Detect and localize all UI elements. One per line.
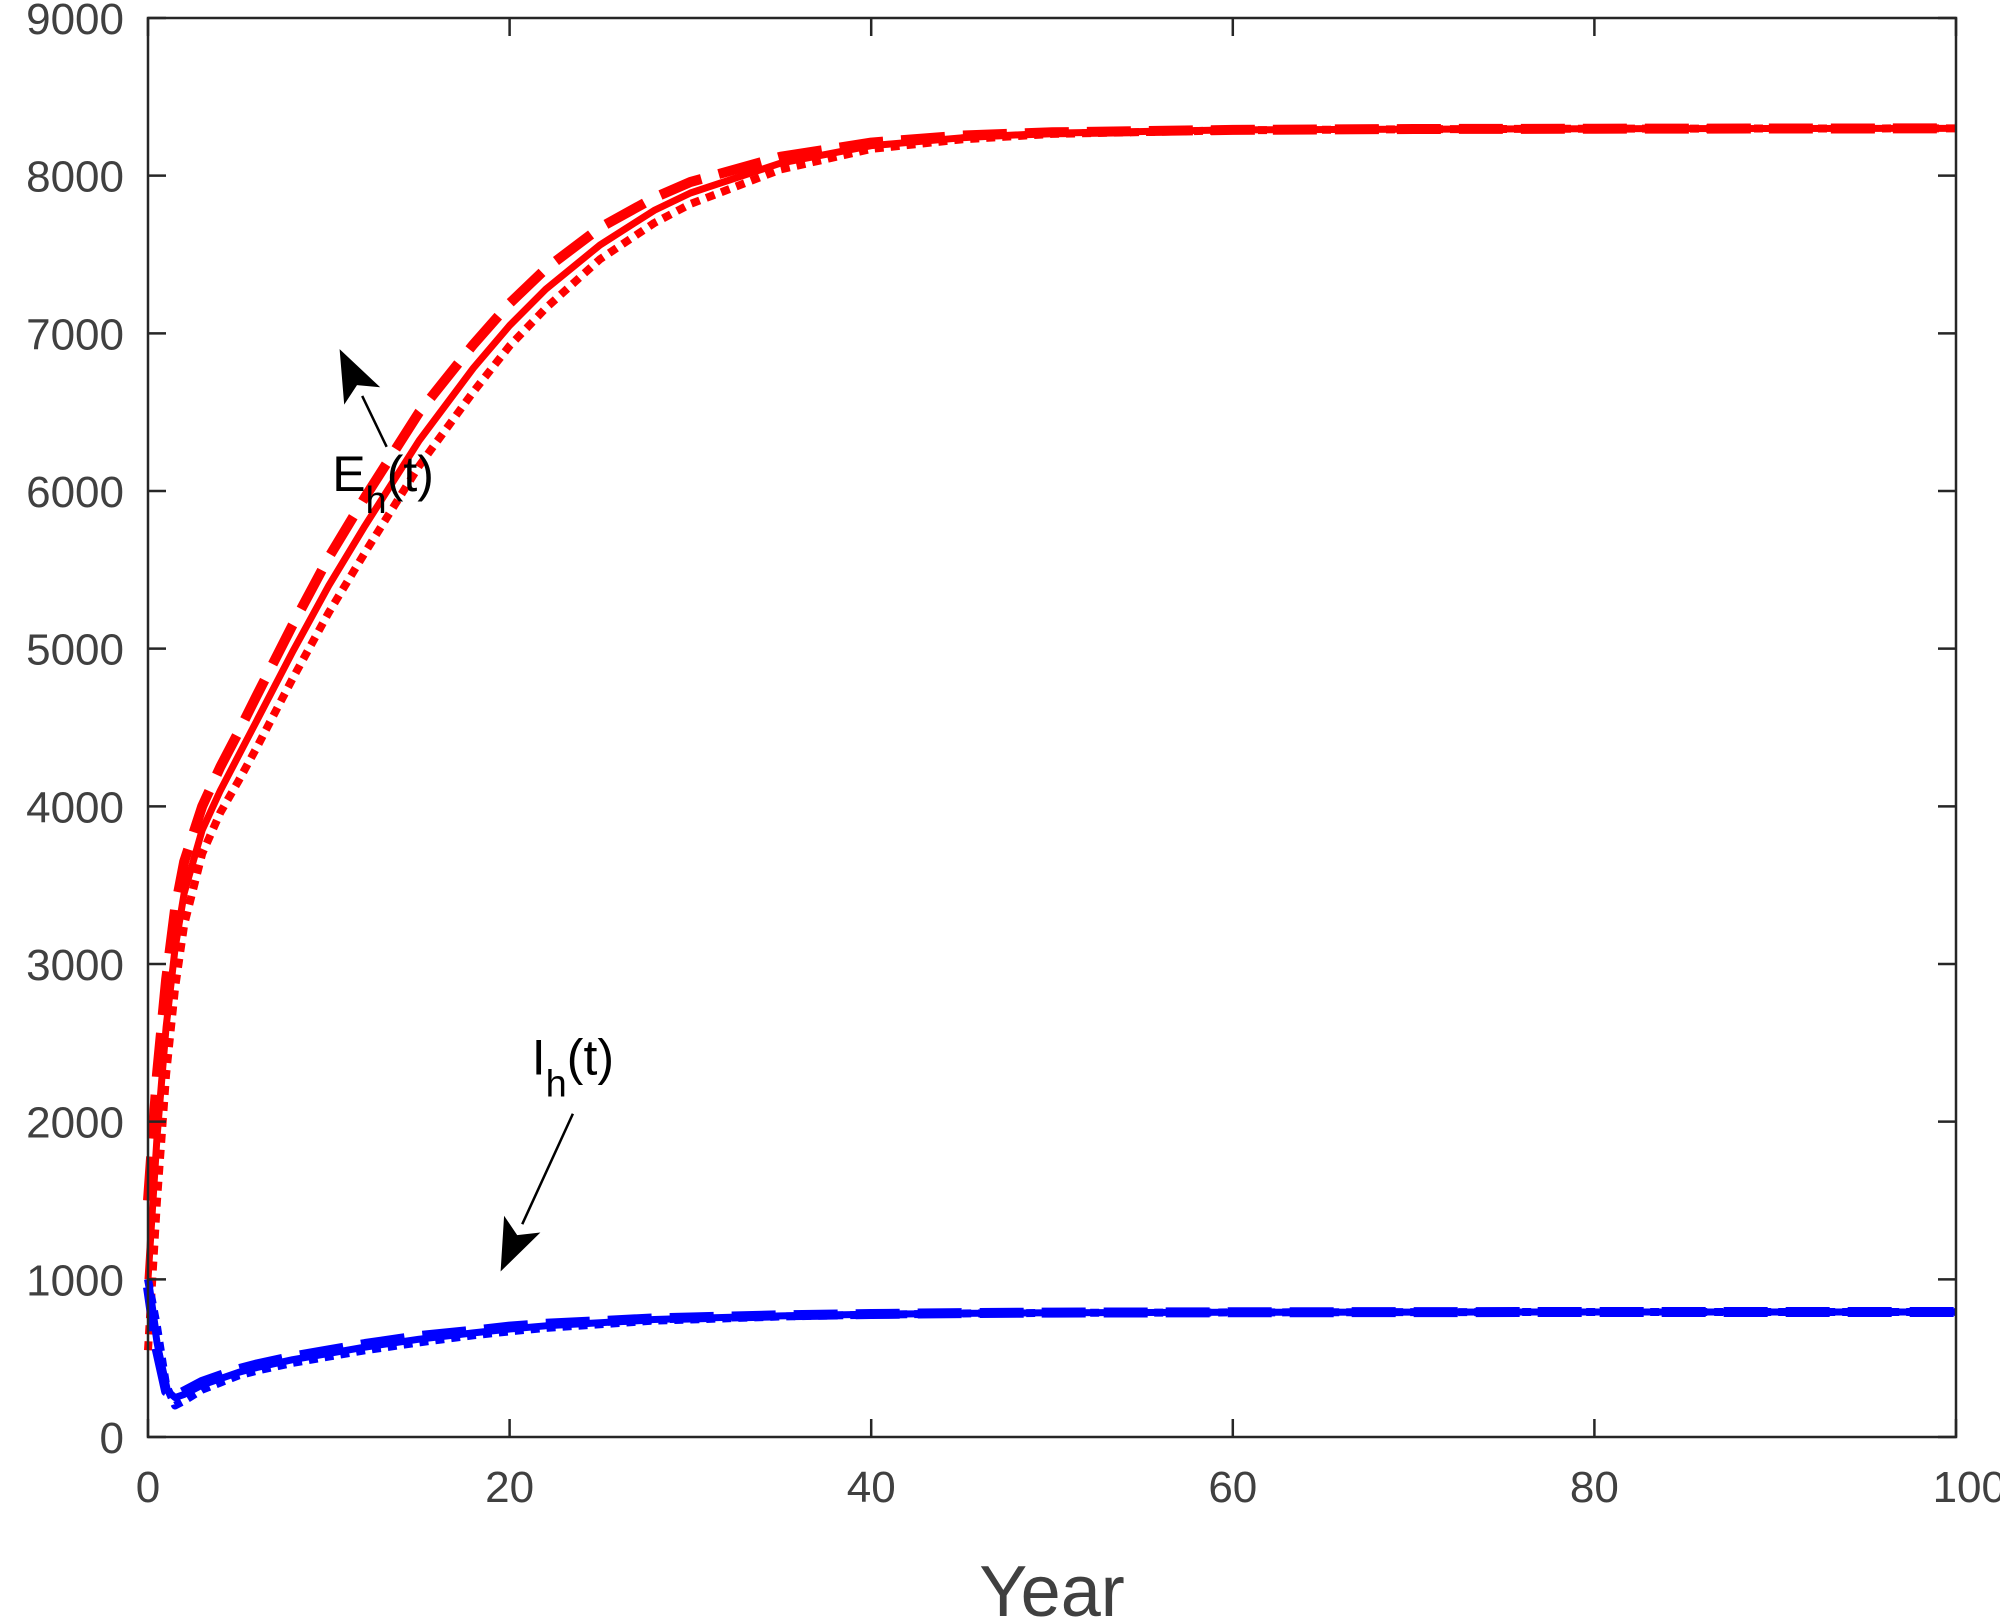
y-tick-label: 3000 — [26, 941, 124, 990]
e-h-solid-line — [144, 124, 1957, 1280]
x-tick-label: 100 — [1933, 1463, 2000, 1512]
x-tick-label: 80 — [1570, 1463, 1619, 1512]
annotation-i-arrow-head — [500, 1215, 541, 1272]
x-tick-label: 20 — [485, 1463, 534, 1512]
plot-frame — [146, 16, 1958, 1439]
x-tick-label: 0 — [136, 1463, 160, 1512]
annotation-i-label: Ih(t) — [532, 1029, 614, 1105]
y-tick-label: 2000 — [26, 1099, 124, 1148]
annotation-e-label: Eh(t) — [332, 446, 434, 522]
annotation-e-arrow-head — [339, 349, 381, 405]
e-h-dashed-line — [143, 123, 1957, 1201]
y-tick-label: 0 — [100, 1414, 124, 1463]
y-tick-label: 7000 — [26, 310, 124, 359]
y-tick-label: 8000 — [26, 153, 124, 202]
y-tick-label: 1000 — [26, 1256, 124, 1305]
x-tick-label: 60 — [1208, 1463, 1257, 1512]
e-h-dotted-line — [144, 124, 1957, 1351]
i-h-dotted-line — [144, 1278, 1956, 1410]
annotation-layer: Eh(t) Ih(t) — [332, 349, 614, 1272]
y-tick-label: 5000 — [26, 626, 124, 675]
y-tick-label: 6000 — [26, 468, 124, 517]
x-tick-label: 40 — [847, 1463, 896, 1512]
annotation-e-arrow-shaft — [361, 395, 388, 448]
tick-layer — [146, 16, 1958, 1439]
y-tick-label: 4000 — [26, 783, 124, 832]
annotation-i-arrow-shaft — [521, 1113, 575, 1225]
y-tick-label: 9000 — [26, 0, 124, 44]
x-tick-labels: 0 20 40 60 80 100 — [136, 1463, 2000, 1512]
x-axis-title: Year — [979, 1552, 1124, 1620]
y-tick-labels: 0 1000 2000 3000 4000 5000 6000 7000 8000 9000 — [26, 0, 124, 1463]
series-layer — [143, 123, 1957, 1410]
